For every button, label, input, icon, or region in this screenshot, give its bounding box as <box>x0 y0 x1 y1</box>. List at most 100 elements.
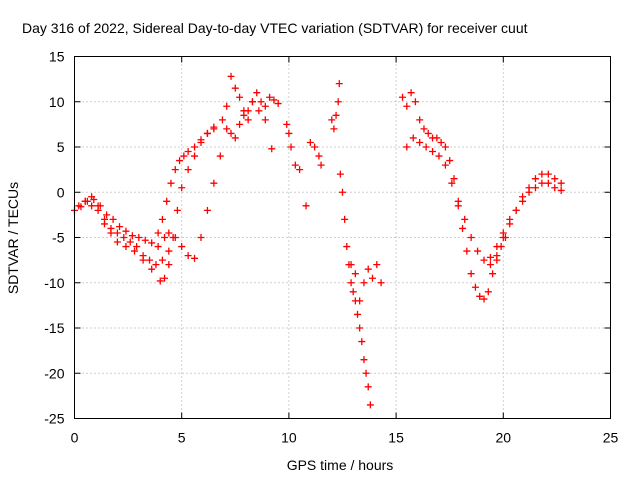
data-point <box>493 252 501 260</box>
data-point <box>128 232 136 240</box>
data-point <box>403 102 411 110</box>
data-point <box>525 184 533 192</box>
data-point <box>244 107 252 115</box>
data-point <box>154 243 162 251</box>
data-point <box>176 157 184 165</box>
data-point <box>191 152 199 160</box>
series-arc-g <box>283 120 325 210</box>
x-tick-label: 0 <box>71 430 79 446</box>
data-point <box>450 175 458 183</box>
data-point <box>341 215 349 223</box>
data-point <box>369 274 377 282</box>
data-point <box>203 129 211 137</box>
data-point <box>351 270 359 278</box>
data-point <box>253 89 261 97</box>
y-tick-label: 15 <box>49 49 65 65</box>
data-point <box>429 148 437 156</box>
data-point <box>296 166 304 174</box>
data-point <box>107 229 115 237</box>
data-point <box>484 288 492 296</box>
data-point <box>486 253 494 261</box>
data-point <box>152 261 160 269</box>
data-point <box>364 265 372 273</box>
series-arc-e <box>223 72 282 124</box>
data-point <box>416 138 424 146</box>
axis-ticks: 0 5 10 15 20 25 -25 -20 -15 -10 -5 0 5 10 15 <box>44 49 618 446</box>
data-point <box>197 136 205 144</box>
data-point <box>474 247 482 255</box>
data-point <box>347 279 355 287</box>
y-tick-label: -20 <box>44 365 64 381</box>
data-point <box>165 229 173 237</box>
data-point <box>101 220 109 228</box>
x-tick-label: 20 <box>496 430 512 446</box>
data-point <box>169 234 177 241</box>
data-point <box>223 125 231 133</box>
data-point <box>180 152 188 160</box>
data-point <box>165 261 173 269</box>
data-point <box>227 72 235 80</box>
data-point <box>139 256 147 264</box>
data-point <box>459 224 467 232</box>
data-point <box>109 215 117 223</box>
data-point <box>446 157 454 165</box>
series-arc-l <box>486 170 565 269</box>
data-point <box>291 161 299 169</box>
data-point <box>335 80 343 88</box>
data-point <box>171 166 179 174</box>
data-point <box>441 161 449 169</box>
data-point <box>113 238 121 246</box>
data-point <box>354 310 362 318</box>
series-arc-h <box>328 80 374 409</box>
data-point <box>302 202 310 210</box>
data-point <box>377 279 385 287</box>
data-point <box>210 123 218 131</box>
y-axis-label: SDTVAR / TECUs <box>5 182 21 294</box>
series-arc-j <box>399 89 509 303</box>
x-tick-label: 5 <box>178 430 186 446</box>
plot-frame <box>74 56 611 419</box>
data-point <box>538 170 546 178</box>
data-point <box>210 179 218 187</box>
data-point <box>476 292 484 300</box>
data-point <box>362 369 370 377</box>
y-tick-label: -10 <box>44 275 64 291</box>
data-point <box>463 247 471 255</box>
data-point <box>437 138 445 146</box>
series-arc-i <box>347 261 385 305</box>
data-point <box>358 338 366 346</box>
data-point <box>148 239 156 247</box>
data-point <box>255 107 263 115</box>
data-point <box>268 145 276 153</box>
data-point <box>158 215 166 223</box>
data-point <box>165 247 173 255</box>
data-point <box>236 93 244 101</box>
data-point <box>334 98 342 106</box>
data-point <box>184 252 192 260</box>
data-point <box>471 283 479 291</box>
series-arc-f <box>218 98 276 153</box>
data-point <box>287 143 295 151</box>
data-point <box>216 152 224 160</box>
data-point <box>364 383 372 391</box>
data-point <box>373 261 381 269</box>
data-point <box>156 277 164 285</box>
data-point <box>332 111 340 119</box>
data-point <box>244 116 252 124</box>
data-point <box>231 84 239 92</box>
data-point <box>454 197 462 205</box>
data-point <box>448 179 456 187</box>
data-point <box>311 143 319 151</box>
data-point <box>544 179 552 187</box>
data-point <box>248 98 256 106</box>
data-point <box>409 134 417 142</box>
data-point <box>399 93 407 101</box>
data-point <box>356 297 364 305</box>
data-point <box>218 116 226 124</box>
data-point <box>274 100 282 108</box>
data-point <box>435 152 443 160</box>
data-point <box>512 206 520 214</box>
data-point <box>283 120 291 128</box>
data-point <box>191 143 199 151</box>
